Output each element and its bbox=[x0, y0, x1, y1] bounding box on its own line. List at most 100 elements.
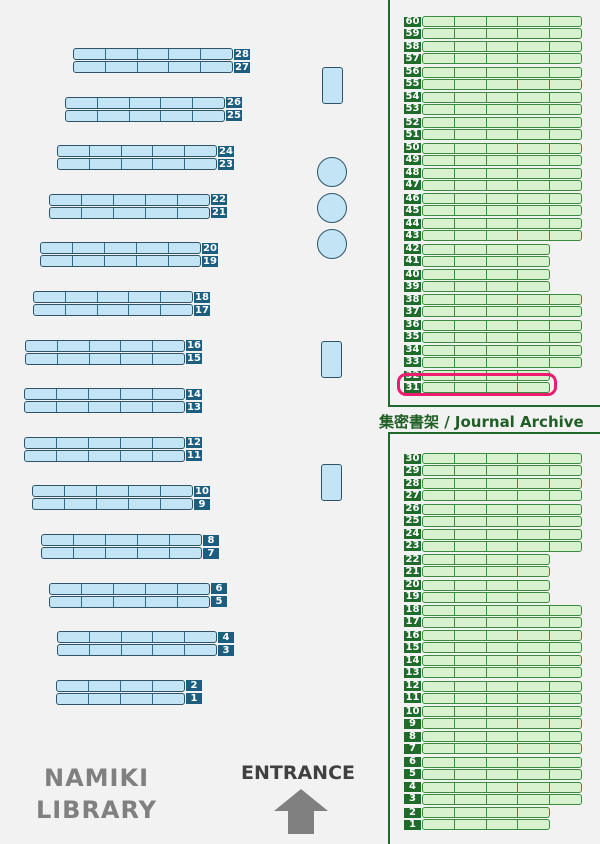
shelf-archive-23[interactable] bbox=[422, 540, 582, 552]
shelf-section bbox=[549, 307, 581, 317]
shelf-archive-53[interactable] bbox=[422, 103, 582, 115]
shelf-2[interactable] bbox=[56, 679, 185, 692]
shelf-section bbox=[26, 354, 57, 364]
shelf-18[interactable] bbox=[33, 291, 193, 303]
shelf-26[interactable] bbox=[65, 96, 225, 109]
shelf-archive-49[interactable] bbox=[422, 154, 582, 166]
shelf-archive-14[interactable] bbox=[422, 655, 582, 667]
shelf-section bbox=[453, 656, 486, 666]
shelf-10[interactable] bbox=[32, 485, 193, 498]
shelf-archive-26[interactable] bbox=[422, 503, 582, 515]
shelf-archive-9[interactable] bbox=[422, 718, 582, 729]
shelf-section bbox=[423, 795, 454, 804]
shelf-archive-22[interactable] bbox=[422, 554, 550, 566]
archive-shelf-number-label: 37 bbox=[404, 305, 421, 317]
shelf-archive-54[interactable] bbox=[422, 91, 582, 103]
shelf-5[interactable] bbox=[49, 595, 210, 608]
shelf-archive-2[interactable] bbox=[422, 807, 550, 819]
shelf-archive-58[interactable] bbox=[422, 41, 582, 53]
shelf-archive-34[interactable] bbox=[422, 344, 582, 356]
shelf-13[interactable] bbox=[24, 401, 185, 414]
shelf-section bbox=[423, 29, 454, 38]
shelf-24[interactable] bbox=[57, 145, 217, 158]
shelf-7[interactable] bbox=[41, 547, 202, 559]
shelf-archive-59[interactable] bbox=[422, 28, 582, 39]
shelf-archive-8[interactable] bbox=[422, 731, 582, 743]
shelf-archive-19[interactable] bbox=[422, 591, 550, 603]
shelf-archive-10[interactable] bbox=[422, 706, 582, 717]
shelf-17[interactable] bbox=[33, 304, 193, 316]
shelf-archive-25[interactable] bbox=[422, 515, 582, 527]
shelf-archive-6[interactable] bbox=[422, 756, 582, 768]
shelf-archive-29[interactable] bbox=[422, 465, 582, 476]
shelf-archive-48[interactable] bbox=[422, 167, 582, 179]
shelf-archive-56[interactable] bbox=[422, 66, 582, 78]
shelf-21[interactable] bbox=[49, 206, 210, 219]
shelf-16[interactable] bbox=[25, 339, 185, 352]
shelf-archive-37[interactable] bbox=[422, 306, 582, 318]
shelf-9[interactable] bbox=[32, 498, 193, 511]
shelf-archive-28[interactable] bbox=[422, 478, 582, 490]
shelf-section bbox=[120, 680, 152, 691]
shelf-14[interactable] bbox=[24, 388, 185, 401]
shelf-8[interactable] bbox=[41, 534, 202, 546]
shelf-archive-50[interactable] bbox=[422, 142, 582, 154]
shelf-6[interactable] bbox=[49, 582, 210, 595]
shelf-archive-4[interactable] bbox=[422, 781, 582, 793]
shelf-archive-40[interactable] bbox=[422, 269, 550, 280]
shelf-section bbox=[485, 643, 518, 653]
shelf-28[interactable] bbox=[73, 48, 233, 60]
shelf-1[interactable] bbox=[56, 692, 185, 705]
shelf-archive-57[interactable] bbox=[422, 53, 582, 65]
shelf-archive-24[interactable] bbox=[422, 528, 582, 540]
shelf-4[interactable] bbox=[57, 631, 217, 644]
shelf-12[interactable] bbox=[24, 436, 185, 449]
shelf-archive-17[interactable] bbox=[422, 616, 582, 628]
shelf-archive-35[interactable] bbox=[422, 331, 582, 343]
shelf-archive-30[interactable] bbox=[422, 453, 582, 464]
shelf-archive-5[interactable] bbox=[422, 768, 582, 780]
shelf-23[interactable] bbox=[57, 158, 217, 171]
shelf-section bbox=[517, 794, 549, 804]
shelf-archive-21[interactable] bbox=[422, 566, 550, 578]
shelf-3[interactable] bbox=[57, 644, 217, 657]
shelf-archive-51[interactable] bbox=[422, 129, 582, 141]
shelf-22[interactable] bbox=[49, 193, 210, 206]
table bbox=[321, 464, 342, 501]
shelf-archive-38[interactable] bbox=[422, 294, 582, 306]
shelf-archive-27[interactable] bbox=[422, 490, 582, 502]
shelf-archive-15[interactable] bbox=[422, 642, 582, 654]
shelf-20[interactable] bbox=[40, 242, 201, 255]
shelf-11[interactable] bbox=[24, 449, 185, 462]
shelf-archive-46[interactable] bbox=[422, 193, 582, 205]
shelf-archive-42[interactable] bbox=[422, 243, 550, 255]
shelf-archive-13[interactable] bbox=[422, 667, 582, 679]
shelf-archive-44[interactable] bbox=[422, 218, 582, 230]
shelf-section bbox=[517, 732, 549, 742]
shelf-archive-12[interactable] bbox=[422, 680, 582, 692]
shelf-archive-43[interactable] bbox=[422, 230, 582, 242]
shelf-archive-20[interactable] bbox=[422, 579, 550, 591]
shelf-section bbox=[423, 682, 454, 691]
shelf-archive-3[interactable] bbox=[422, 793, 582, 805]
shelf-19[interactable] bbox=[40, 255, 201, 268]
shelf-archive-16[interactable] bbox=[422, 630, 582, 642]
shelf-archive-60[interactable] bbox=[422, 16, 582, 27]
shelf-section bbox=[423, 758, 454, 767]
shelf-archive-41[interactable] bbox=[422, 255, 550, 267]
shelf-archive-1[interactable] bbox=[422, 819, 550, 831]
shelf-archive-18[interactable] bbox=[422, 604, 582, 616]
shelf-archive-11[interactable] bbox=[422, 692, 582, 704]
shelf-archive-36[interactable] bbox=[422, 319, 582, 331]
shelf-archive-55[interactable] bbox=[422, 78, 582, 90]
shelf-archive-47[interactable] bbox=[422, 179, 582, 191]
shelf-archive-39[interactable] bbox=[422, 281, 550, 292]
shelf-27[interactable] bbox=[73, 61, 233, 73]
shelf-archive-33[interactable] bbox=[422, 356, 582, 368]
shelf-archive-45[interactable] bbox=[422, 205, 582, 217]
shelf-section bbox=[517, 231, 549, 241]
shelf-15[interactable] bbox=[25, 352, 185, 365]
shelf-archive-7[interactable] bbox=[422, 743, 582, 755]
shelf-archive-52[interactable] bbox=[422, 117, 582, 129]
shelf-25[interactable] bbox=[65, 109, 225, 122]
